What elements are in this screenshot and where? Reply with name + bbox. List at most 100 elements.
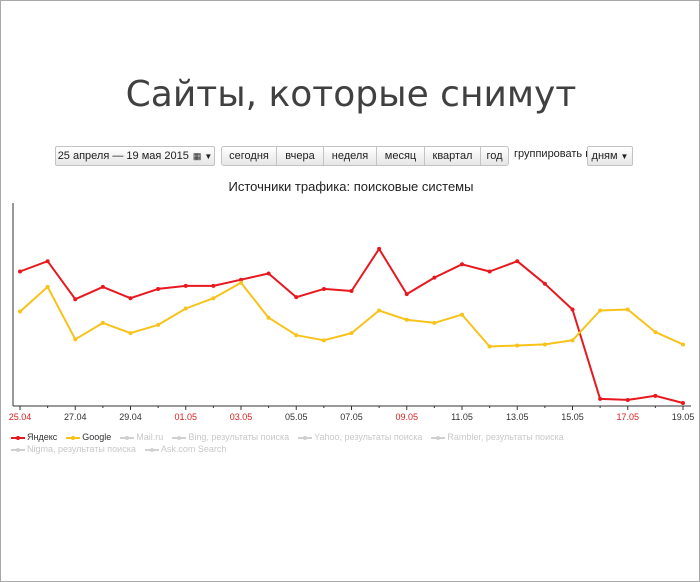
x-tick-label: 03.05 (230, 412, 253, 422)
data-point (542, 281, 547, 286)
data-point (570, 338, 575, 343)
data-point (45, 284, 50, 289)
data-point (321, 286, 326, 291)
data-point (45, 259, 50, 264)
legend-line-icon (431, 434, 446, 442)
data-point (349, 289, 354, 293)
data-point (156, 322, 161, 327)
legend-line-icon (11, 446, 25, 454)
data-point (73, 297, 78, 302)
data-point (432, 275, 437, 280)
data-point (239, 280, 243, 285)
legend-item[interactable]: Mail.ru (120, 431, 163, 443)
legend-item[interactable]: Яндекс (11, 431, 57, 443)
data-point (542, 342, 547, 347)
chevron-down-icon: ▼ (620, 152, 629, 161)
date-range-label: 25 апреля — 19 мая 2015 (57, 150, 189, 162)
legend-label: Яндекс (27, 432, 58, 442)
data-point (487, 269, 492, 274)
data-point (653, 330, 658, 335)
data-point (625, 397, 630, 402)
legend-line-icon (144, 446, 159, 454)
data-point (239, 277, 243, 282)
x-tick-label: 07.05 (340, 412, 363, 422)
data-point (515, 259, 520, 264)
legend-label: Yahoo, результаты поиска (314, 432, 423, 442)
data-point (377, 246, 382, 251)
data-point (598, 308, 603, 313)
calendar-icon: ▦ (192, 151, 202, 161)
slide-title: Сайты, которые снимут (125, 74, 577, 115)
period-quarter-button[interactable]: квартал (424, 146, 481, 166)
legend-line-icon (11, 434, 25, 442)
data-point (598, 396, 603, 401)
legend-label: Nigma, результаты поиска (27, 444, 136, 454)
data-point (183, 283, 188, 288)
data-point (321, 338, 326, 343)
x-tick-label: 27.04 (64, 412, 87, 422)
data-point (18, 269, 22, 274)
x-tick-label: 13.05 (506, 412, 529, 422)
data-point (625, 307, 630, 312)
legend-line-icon (172, 434, 187, 442)
legend-label: Mail.ru (136, 432, 164, 442)
traffic-line-chart: 25.04 27.04 29.04 01.05 03.05 05.05 07.05 09.05… (9, 203, 695, 422)
data-point (128, 296, 133, 301)
data-point (73, 337, 78, 342)
data-point (570, 307, 575, 312)
date-range-picker[interactable]: 25 апреля — 19 мая 2015 ▦ ▼ (55, 146, 215, 166)
data-point (404, 292, 409, 297)
x-tick-label: 01.05 (174, 412, 197, 422)
chevron-down-icon: ▼ (204, 152, 213, 161)
data-point (128, 331, 133, 336)
data-point (432, 320, 437, 325)
data-point (100, 284, 105, 289)
x-tick-label: 05.05 (285, 412, 308, 422)
data-point (18, 309, 22, 314)
data-point (487, 344, 492, 349)
data-point (404, 317, 409, 322)
legend-line-icon (298, 434, 313, 442)
x-tick-label: 19.05 (672, 412, 695, 422)
data-point (266, 271, 271, 276)
x-tick-label: 29.04 (119, 412, 142, 422)
legend-item[interactable]: Bing, результаты поиска (172, 431, 289, 443)
legend-label: Ask.com Search (160, 444, 227, 454)
data-point (349, 331, 354, 336)
data-point (681, 401, 685, 406)
x-tick-label: 25.04 (9, 412, 32, 422)
data-point (515, 343, 520, 348)
legend-label: Google (82, 432, 112, 442)
data-point (266, 315, 271, 320)
data-point (156, 286, 161, 291)
period-today-button[interactable]: сегодня (221, 146, 277, 166)
data-point (681, 342, 685, 347)
x-tick-label: 17.05 (616, 412, 639, 422)
x-tick-label: 15.05 (561, 412, 584, 422)
data-point (377, 308, 382, 313)
legend-line-icon (66, 434, 81, 442)
data-point (460, 262, 464, 267)
legend-label: Bing, результаты поиска (188, 432, 290, 442)
data-point (100, 320, 105, 325)
x-tick-label: 09.05 (395, 412, 418, 422)
data-point (653, 393, 658, 398)
period-year-button[interactable]: год (480, 146, 509, 166)
legend-item[interactable]: Google (66, 431, 111, 443)
legend-item[interactable]: Ask.com Search (144, 443, 227, 455)
legend-item[interactable]: Nigma, результаты поиска (11, 443, 136, 455)
chart-legend: Яндекс Google Mail.ru Bing, результаты поис… (11, 431, 681, 455)
group-by-select[interactable]: дням ▼ (587, 146, 633, 166)
period-week-button[interactable]: неделя (323, 146, 377, 166)
chart-title: Источники трафика: поисковые системы (228, 179, 474, 194)
legend-label: Rambler, результаты поиска (447, 432, 564, 442)
data-point (183, 306, 188, 311)
period-yesterday-button[interactable]: вчера (276, 146, 324, 166)
legend-item[interactable]: Rambler, результаты поиска (431, 431, 564, 443)
group-by-label: группировать по (514, 148, 598, 160)
x-tick-label: 11.05 (451, 412, 473, 422)
group-by-value: дням (591, 150, 618, 162)
series-line-0 (19, 247, 684, 404)
legend-item[interactable]: Yahoo, результаты поиска (298, 431, 422, 443)
